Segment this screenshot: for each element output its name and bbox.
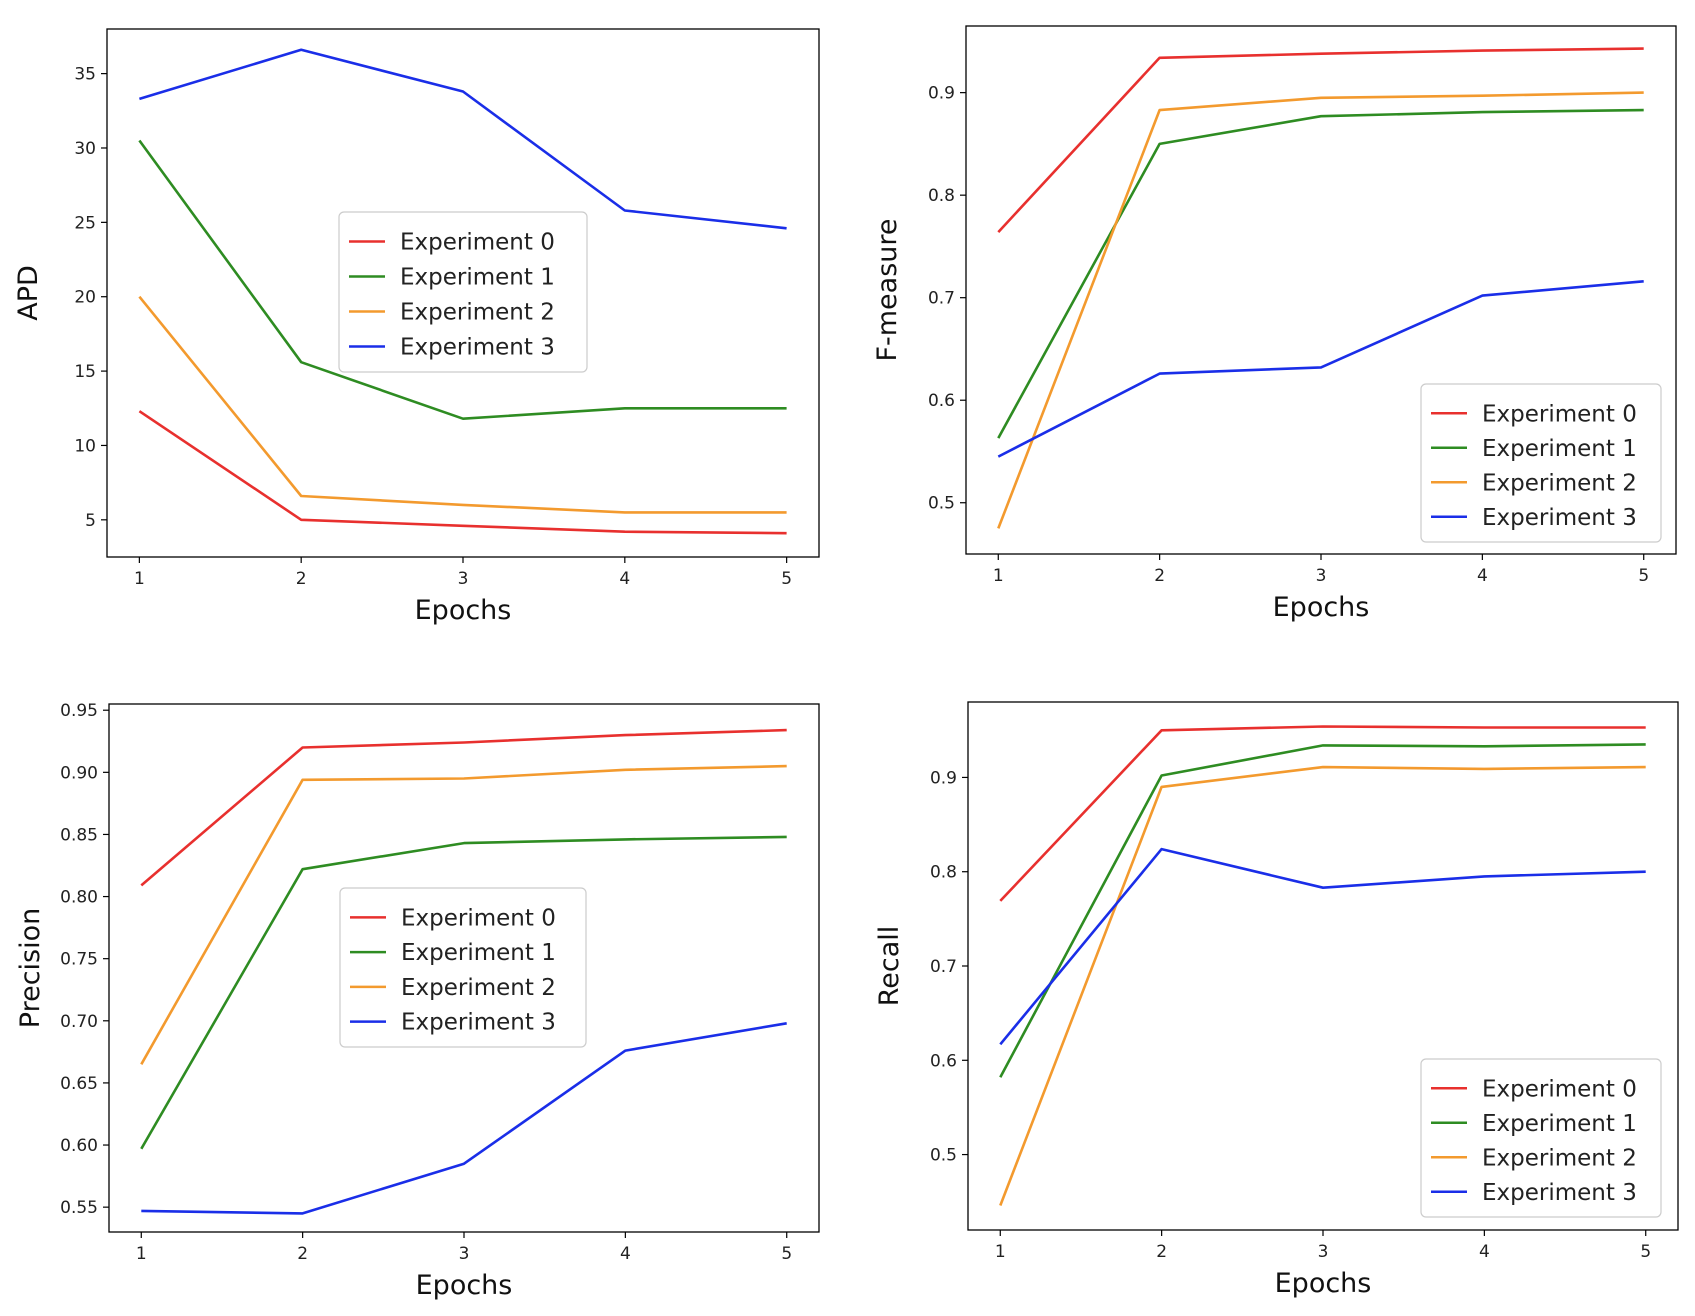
series-line-3 [999, 847, 1646, 1046]
x-tick-label: 2 [1154, 566, 1165, 586]
y-tick-label: 0.8 [930, 863, 957, 883]
x-axis-label: Epochs [415, 595, 512, 626]
y-tick-label: 0.5 [930, 1146, 957, 1166]
x-tick-label: 5 [781, 1244, 792, 1264]
series-line-0 [140, 728, 787, 887]
chart-panel-precision: 1 2 3 4 5 0.55 0.60 0.65 0.70 0.75 0.80 0.85 0.90 0.9… [15, 701, 820, 1301]
series-line-3 [139, 48, 787, 230]
legend-entry: Experiment 2 [400, 300, 555, 326]
y-tick-label: 0.55 [60, 1198, 98, 1218]
y-tick-label: 0.6 [928, 391, 955, 411]
x-axis-label: Epochs [416, 1270, 513, 1301]
legend-entry: Experiment 0 [1482, 1076, 1637, 1102]
x-tick-label: 4 [620, 1244, 631, 1264]
y-tick-label: 0.70 [60, 1012, 98, 1032]
x-tick-label: 1 [993, 566, 1004, 586]
series-line-0 [999, 725, 1646, 902]
legend-box [338, 211, 588, 373]
y-tick-label: 0.75 [60, 950, 98, 970]
x-tick-label: 1 [136, 1244, 147, 1264]
series-line-3 [141, 1022, 787, 1215]
x-axis-label: Epochs [1273, 592, 1370, 623]
y-tick-label: 0.90 [60, 763, 98, 783]
x-tick-label: 2 [297, 1244, 308, 1264]
legend-entry: Experiment 3 [1482, 505, 1637, 531]
x-tick-label: 2 [296, 569, 307, 589]
legend: Experiment 0 Experiment 1 Experiment 2 Expe… [1420, 1058, 1662, 1218]
legend-entry: Experiment 2 [1482, 1145, 1637, 1171]
chart-panel-f-measure: 1 2 3 4 5 0.5 0.6 0.7 0.8 0.9 Epochs F-measure Exper… [872, 25, 1677, 623]
y-tick-label: 35 [74, 65, 96, 85]
x-tick-label: 3 [1316, 566, 1327, 586]
x-tick-label: 1 [995, 1242, 1006, 1262]
legend-entry: Experiment 0 [401, 905, 556, 931]
x-tick-label: 2 [1156, 1242, 1167, 1262]
x-tick-label: 1 [134, 569, 145, 589]
legend-box [1420, 1058, 1662, 1218]
series-line-2 [999, 765, 1646, 1206]
x-axis-label: Epochs [1275, 1268, 1372, 1299]
legend-entry: Experiment 3 [400, 335, 555, 361]
x-tick-label: 3 [458, 569, 469, 589]
y-tick-label: 0.7 [930, 957, 957, 977]
legend: Experiment 0 Experiment 1 Experiment 2 Expe… [338, 211, 588, 373]
y-tick-label: 0.95 [60, 701, 98, 721]
y-tick-label: 0.85 [60, 825, 98, 845]
legend-entry: Experiment 1 [401, 940, 556, 966]
series-line-1 [138, 139, 787, 421]
y-tick-label: 20 [74, 288, 96, 308]
x-tick-label: 5 [1638, 566, 1649, 586]
y-tick-label: 0.8 [928, 186, 955, 206]
y-tick-label: 0.6 [930, 1051, 957, 1071]
y-tick-label: 0.9 [930, 768, 957, 788]
series-line-2 [140, 764, 787, 1065]
y-tick-label: 0.65 [60, 1074, 98, 1094]
series-line-1 [999, 743, 1646, 1078]
y-tick-label: 0.7 [928, 289, 955, 309]
x-tick-label: 3 [1318, 1242, 1329, 1262]
legend-box [339, 887, 587, 1048]
y-tick-label: 0.5 [928, 494, 955, 514]
y-axis-label: APD [13, 265, 44, 321]
x-tick-label: 3 [459, 1244, 470, 1264]
x-tick-label: 4 [1479, 1242, 1490, 1262]
chart-panel-recall: 1 2 3 4 5 0.5 0.6 0.7 0.8 0.9 Epochs Recall Experime… [874, 701, 1679, 1299]
y-axis-label: F-measure [872, 218, 903, 361]
y-tick-label: 15 [74, 362, 96, 382]
legend-entry: Experiment 1 [1482, 436, 1637, 462]
x-tick-label: 5 [1640, 1242, 1651, 1262]
y-axis-label: Precision [15, 908, 46, 1028]
y-axis-label: Recall [874, 926, 905, 1007]
x-tick-label: 4 [619, 569, 630, 589]
legend-entry: Experiment 2 [401, 975, 556, 1001]
series-line-2 [138, 295, 787, 514]
series-line-3 [997, 280, 1644, 458]
y-tick-label: 10 [74, 436, 96, 456]
x-tick-label: 4 [1477, 566, 1488, 586]
series-line-1 [997, 108, 1644, 439]
legend: Experiment 0 Experiment 1 Experiment 2 Expe… [339, 887, 587, 1048]
legend-entry: Experiment 0 [1482, 401, 1637, 427]
legend-entry: Experiment 1 [1482, 1111, 1637, 1137]
y-tick-label: 30 [74, 139, 96, 159]
legend-entry: Experiment 3 [1482, 1180, 1637, 1206]
series-line-0 [138, 410, 787, 535]
legend-entry: Experiment 1 [400, 265, 555, 291]
y-tick-label: 0.9 [928, 84, 955, 104]
x-tick-label: 5 [781, 569, 792, 589]
y-tick-label: 5 [85, 511, 96, 531]
y-tick-label: 25 [74, 213, 96, 233]
legend-entry: Experiment 3 [401, 1010, 556, 1036]
y-tick-label: 0.60 [60, 1136, 98, 1156]
legend-entry: Experiment 0 [400, 230, 555, 256]
legend-entry: Experiment 2 [1482, 470, 1637, 496]
legend: Experiment 0 Experiment 1 Experiment 2 Expe… [1420, 383, 1662, 543]
legend-box [1420, 383, 1662, 543]
series-line-1 [140, 835, 787, 1150]
series-line-2 [997, 91, 1644, 529]
y-tick-label: 0.80 [60, 888, 98, 908]
series-line-0 [997, 47, 1644, 233]
